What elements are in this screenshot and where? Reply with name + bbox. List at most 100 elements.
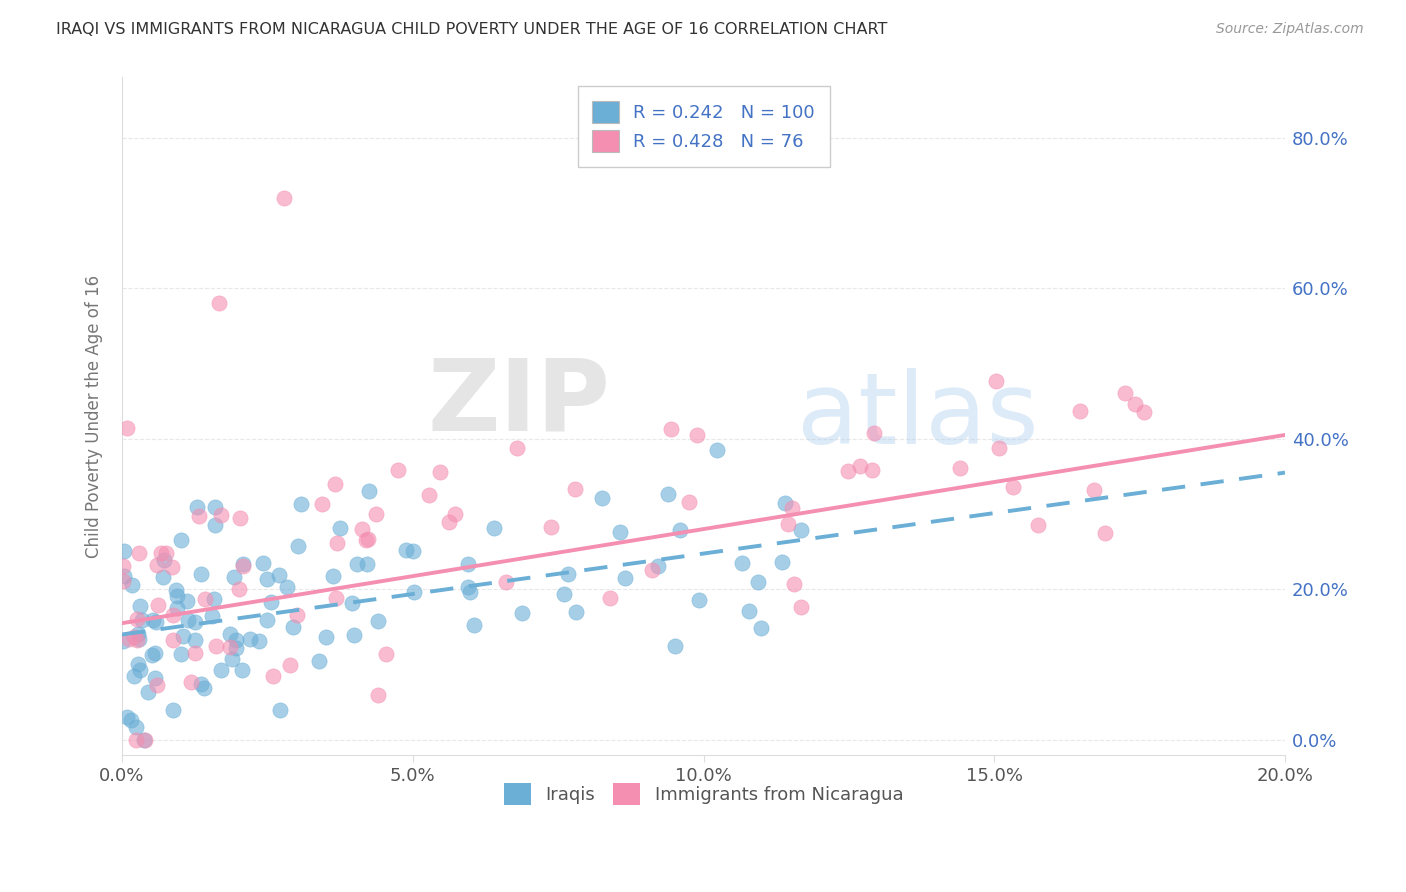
Point — [322, 569, 344, 583]
Point — [747, 574, 769, 589]
Point — [987, 441, 1010, 455]
Point — [231, 663, 253, 677]
Point — [131, 613, 153, 627]
Point — [125, 632, 148, 647]
Point — [145, 615, 167, 629]
Point — [387, 463, 409, 477]
Point — [564, 482, 586, 496]
Point — [118, 632, 141, 647]
Point — [443, 508, 465, 522]
Point — [457, 580, 479, 594]
Point — [125, 611, 148, 625]
Point — [260, 595, 283, 609]
Point — [165, 582, 187, 597]
Point — [278, 657, 301, 672]
Point — [1002, 480, 1025, 494]
Point — [315, 630, 337, 644]
Point — [770, 555, 793, 569]
Point — [112, 569, 135, 583]
Point — [949, 460, 972, 475]
Point — [184, 646, 207, 660]
Point — [778, 517, 800, 532]
Point — [1114, 385, 1136, 400]
Point — [153, 553, 176, 567]
Point — [354, 533, 377, 548]
Point — [177, 613, 200, 627]
Point — [262, 668, 284, 682]
Point — [202, 591, 225, 606]
Point — [221, 651, 243, 665]
Point — [162, 633, 184, 648]
Point — [591, 491, 613, 505]
Point — [224, 570, 246, 584]
Point — [112, 544, 135, 558]
Point — [686, 428, 709, 442]
Point — [204, 518, 226, 533]
Point — [190, 677, 212, 691]
Point — [367, 614, 389, 628]
Point — [205, 640, 228, 654]
Point — [439, 515, 461, 529]
Point — [142, 613, 165, 627]
Point — [125, 720, 148, 734]
Point — [1133, 405, 1156, 419]
Point — [121, 578, 143, 592]
Point — [269, 567, 291, 582]
Point — [122, 630, 145, 644]
Point — [647, 558, 669, 573]
Point — [129, 599, 152, 613]
Point — [180, 675, 202, 690]
Point — [145, 558, 167, 573]
Point — [553, 586, 575, 600]
Point — [510, 606, 533, 620]
Point — [143, 646, 166, 660]
Point — [201, 608, 224, 623]
Point — [239, 632, 262, 646]
Point — [326, 536, 349, 550]
Point — [340, 596, 363, 610]
Point — [232, 558, 254, 572]
Point — [208, 296, 231, 310]
Point — [143, 672, 166, 686]
Point — [232, 558, 254, 573]
Point — [115, 420, 138, 434]
Point — [342, 628, 364, 642]
Point — [346, 557, 368, 571]
Point — [614, 570, 637, 584]
Point — [188, 509, 211, 524]
Point — [247, 634, 270, 648]
Point — [162, 560, 184, 574]
Point — [609, 524, 631, 539]
Point — [323, 477, 346, 491]
Point — [269, 703, 291, 717]
Point — [308, 654, 330, 668]
Point — [228, 582, 250, 596]
Point — [329, 521, 352, 535]
Point — [565, 605, 588, 619]
Point — [127, 657, 149, 672]
Point — [290, 497, 312, 511]
Point — [780, 501, 803, 516]
Point — [150, 546, 173, 560]
Point — [141, 648, 163, 662]
Point — [225, 641, 247, 656]
Point — [112, 574, 135, 589]
Point — [664, 639, 686, 653]
Point — [111, 634, 134, 648]
Point — [287, 539, 309, 553]
Text: ZIP: ZIP — [427, 354, 610, 451]
Point — [209, 663, 232, 677]
Point — [849, 459, 872, 474]
Point — [152, 569, 174, 583]
Point — [418, 488, 440, 502]
Point — [661, 422, 683, 436]
Point — [134, 732, 156, 747]
Point — [463, 618, 485, 632]
Point — [162, 607, 184, 622]
Point — [122, 669, 145, 683]
Point — [782, 577, 804, 591]
Point — [148, 598, 170, 612]
Point — [127, 627, 149, 641]
Point — [773, 496, 796, 510]
Point — [731, 556, 754, 570]
